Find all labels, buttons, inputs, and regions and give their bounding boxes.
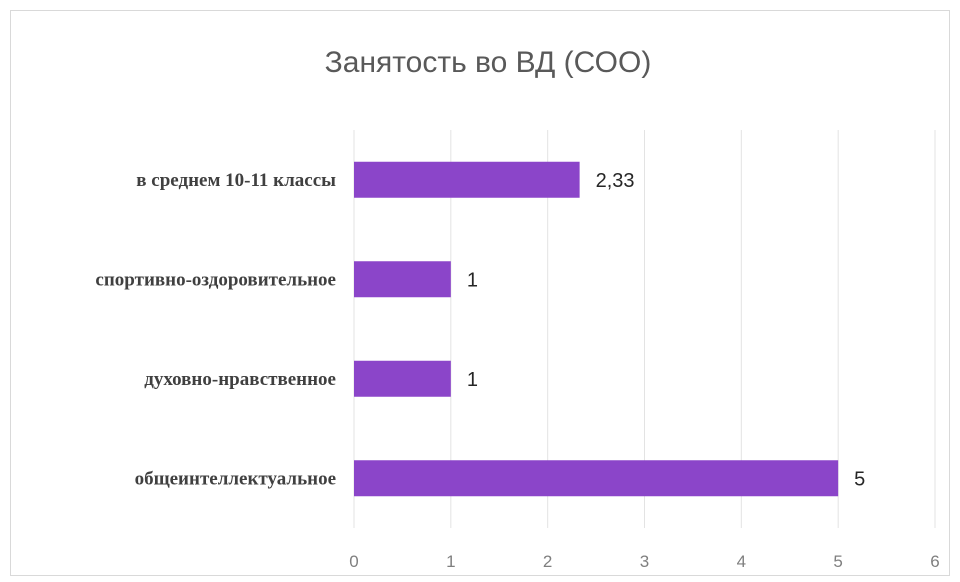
data-label: 1 <box>467 369 478 391</box>
x-tick-label: 5 <box>833 552 842 571</box>
x-tick-label: 0 <box>349 552 358 571</box>
data-labels: 2,33 1 1 5 <box>467 170 865 491</box>
bar <box>354 261 451 298</box>
data-label: 1 <box>467 269 478 291</box>
category-label: духовно-нравственное <box>144 369 336 390</box>
x-tick-label: 6 <box>930 552 939 571</box>
x-tick-label: 1 <box>446 552 455 571</box>
chart-title: Занятость во ВД (СОО) <box>325 46 652 79</box>
bars <box>354 161 839 497</box>
x-axis-ticks: 0 1 2 3 4 5 6 <box>349 552 939 571</box>
data-label: 5 <box>854 468 865 490</box>
x-tick-label: 3 <box>640 552 649 571</box>
category-labels: в среднем 10-11 классы спортивно-оздорови… <box>95 170 336 490</box>
x-tick-label: 2 <box>543 552 552 571</box>
category-label: спортивно-оздоровительное <box>95 269 336 290</box>
data-label: 2,33 <box>596 170 635 192</box>
bar <box>354 460 839 497</box>
category-label: в среднем 10-11 классы <box>136 170 336 191</box>
bar <box>354 161 580 198</box>
bar <box>354 360 451 397</box>
category-label: общеинтеллектуальное <box>135 468 336 489</box>
x-tick-label: 4 <box>737 552 746 571</box>
